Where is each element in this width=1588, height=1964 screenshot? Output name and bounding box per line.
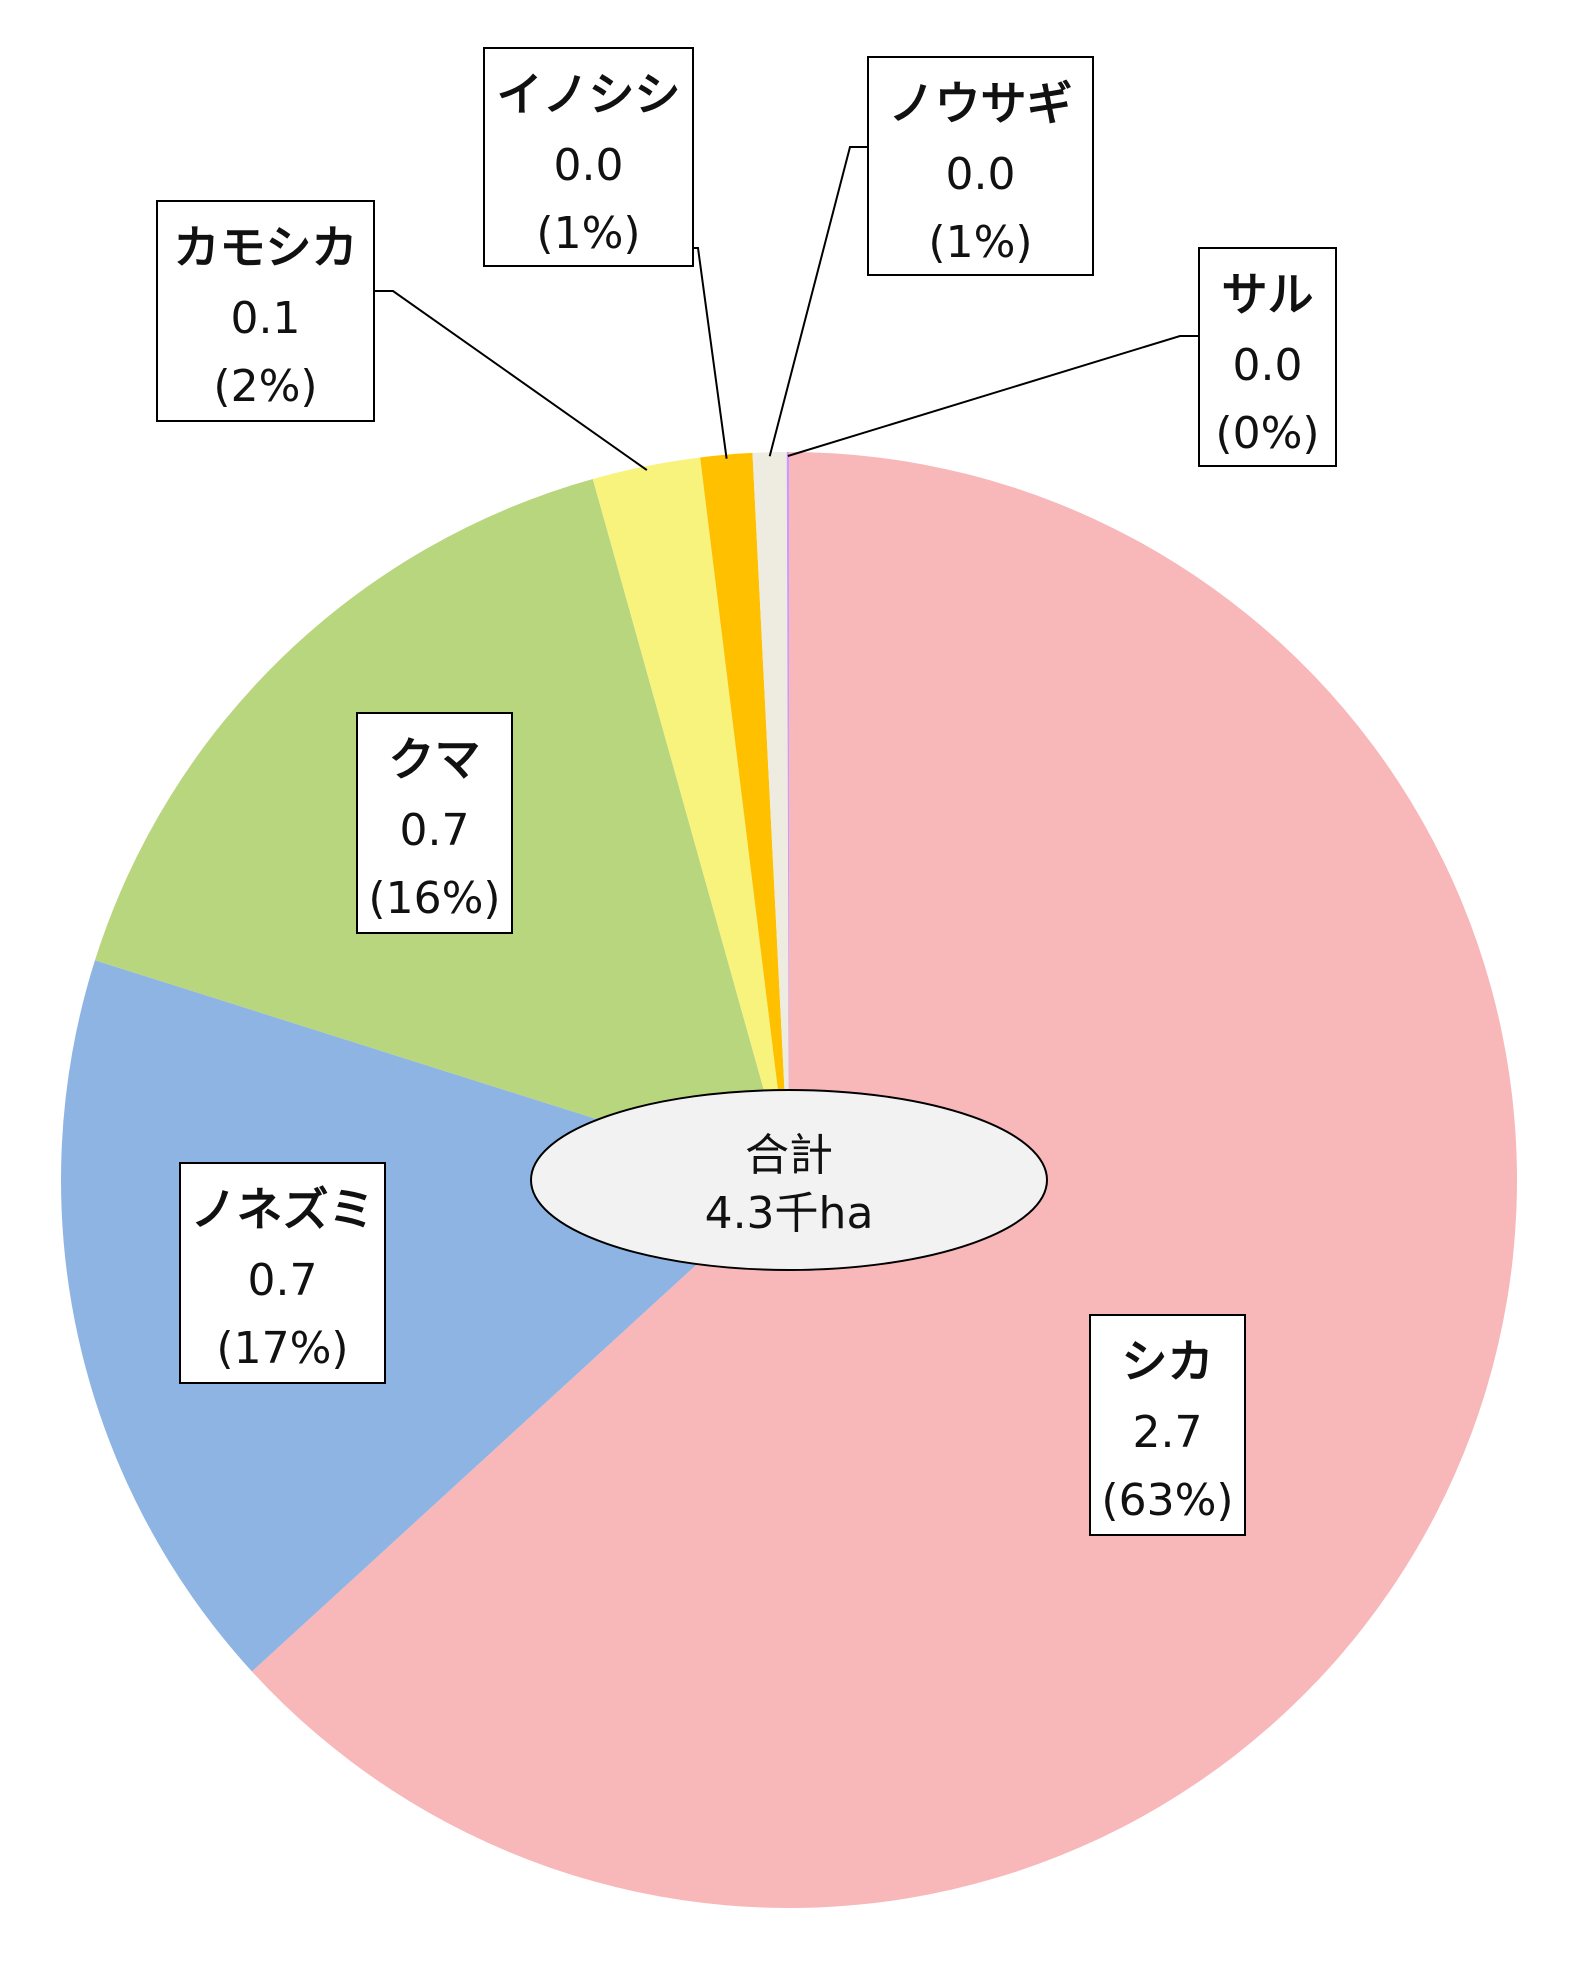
slice-name-label: ノウサギ [889,77,1073,131]
slice-value-label: 0.0 [554,140,624,191]
leader-lines [374,146,1199,471]
slice-percent-label: (17%) [216,1323,348,1374]
slice-percent-label: (63%) [1101,1475,1233,1526]
slice-value-label: 0.0 [946,149,1016,200]
slice-name-label: カモシカ [174,221,358,275]
slice-percent-label: (2%) [213,361,317,412]
total-title: 合計 [745,1130,833,1181]
pie-slice-7 [786,452,789,1180]
leader-line-5 [693,247,728,459]
leader-line-4 [374,290,648,471]
slice-labels: シカ 2.7 (63%) ノネズミ 0.7 (17%) クマ 0.7 (16%) カモシカ 0.1 (… [156,47,1337,1536]
slice-value-label: 0.7 [248,1255,318,1306]
slice-name-label: イノシシ [497,68,681,122]
leader-line-6 [768,146,868,457]
label-box-6 [867,56,1094,276]
label-box-1 [1089,1314,1246,1536]
slice-value-label: 0.7 [400,805,470,856]
slice-percent-label: (1%) [536,208,640,259]
slice-percent-label: (0%) [1215,408,1319,459]
leader-line-7 [787,335,1199,457]
slice-percent-label: (16%) [368,873,500,924]
pie-slice-6 [752,452,789,1181]
total-label: 合計 4.3千ha [530,1089,1048,1271]
pie-slice-4 [592,457,789,1180]
slice-percent-label: (1%) [928,217,1032,268]
slice-value-label: 2.7 [1133,1407,1203,1458]
slice-name-label: シカ [1122,1335,1214,1389]
slice-name-label: サル [1222,268,1314,322]
total-value: 4.3千ha [705,1188,874,1239]
total-ellipse [530,1089,1048,1271]
slice-name-label: ノネズミ [191,1183,375,1237]
pie-slice-5 [700,452,789,1180]
label-box-7 [1198,247,1337,467]
label-box-2 [179,1162,386,1384]
slice-value-label: 0.0 [1233,340,1303,391]
label-box-3 [356,712,513,934]
slice-name-label: クマ [389,733,481,787]
label-box-5 [483,47,694,267]
label-box-4 [156,200,375,422]
slice-value-label: 0.1 [231,293,301,344]
